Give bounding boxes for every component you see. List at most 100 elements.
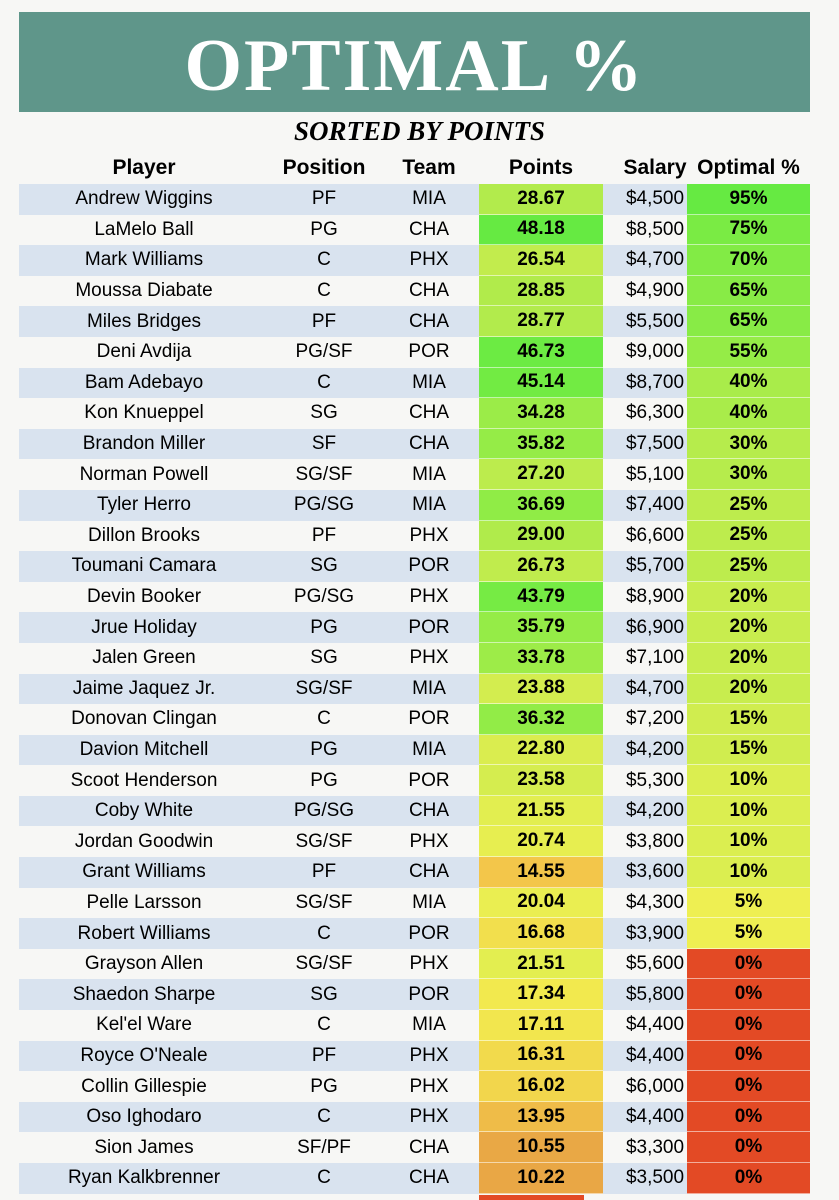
player-points: 16.31 xyxy=(479,1040,603,1072)
player-salary: $4,200 xyxy=(625,738,685,760)
player-optimal-pct: 0% xyxy=(687,1101,810,1133)
player-optimal-pct: 0% xyxy=(687,1132,810,1163)
player-optimal-pct: 65% xyxy=(687,306,810,337)
player-salary: $7,400 xyxy=(625,494,685,516)
player-name: Mark Williams xyxy=(84,249,204,271)
player-position: C xyxy=(317,922,331,944)
player-optimal-pct: 25% xyxy=(687,520,810,552)
player-name: Scoot Henderson xyxy=(70,769,218,791)
player-team: POR xyxy=(408,769,450,791)
table-row: Scoot Henderson PG POR 23.58 $5,300 10% xyxy=(19,765,810,796)
player-position: PF xyxy=(311,1044,337,1066)
player-team: PHX xyxy=(409,953,449,975)
player-points: 20.04 xyxy=(479,887,603,919)
player-position: C xyxy=(317,1167,331,1189)
player-salary: $8,500 xyxy=(625,218,685,240)
player-team: MIA xyxy=(412,677,446,699)
player-team: CHA xyxy=(408,1167,450,1189)
player-position: PG xyxy=(310,738,338,760)
player-name: Moussa Diabate xyxy=(75,280,213,302)
player-name: Robert Williams xyxy=(77,922,211,944)
player-position: SF/PF xyxy=(297,1136,351,1158)
player-optimal-pct: 20% xyxy=(687,642,810,674)
player-points: 16.02 xyxy=(479,1071,603,1102)
player-position: SG/SF xyxy=(295,830,353,852)
header-position: Position xyxy=(282,156,366,179)
player-name: Collin Gillespie xyxy=(81,1075,207,1097)
player-name: Pelle Larsson xyxy=(86,891,202,913)
page-title: OPTIMAL % xyxy=(184,24,645,107)
player-points: 21.51 xyxy=(479,948,603,980)
player-points: 26.54 xyxy=(479,245,603,276)
player-points: 23.88 xyxy=(479,673,603,705)
table-row: Jalen Green SG PHX 33.78 $7,100 20% xyxy=(19,642,810,674)
player-team: PHX xyxy=(409,647,449,669)
table-row: Brandon Miller SF CHA 35.82 $7,500 30% xyxy=(19,428,810,460)
player-team: CHA xyxy=(408,800,450,822)
player-points: 28.85 xyxy=(479,275,603,307)
table-row: Ryan Kalkbrenner C CHA 10.22 $3,500 0% xyxy=(19,1163,810,1194)
player-name: Royce O'Neale xyxy=(80,1044,208,1066)
player-optimal-pct: 0% xyxy=(687,1163,810,1194)
player-salary: $4,500 xyxy=(625,188,685,210)
table-row: Deni Avdija PG/SF POR 46.73 $9,000 55% xyxy=(19,336,810,368)
player-salary: $9,000 xyxy=(625,341,685,363)
player-salary: $6,900 xyxy=(625,616,685,638)
player-team: CHA xyxy=(408,218,450,240)
player-optimal-pct: 10% xyxy=(687,795,810,827)
player-salary: $4,300 xyxy=(625,891,685,913)
player-team: CHA xyxy=(408,1136,450,1158)
player-optimal-pct: 0% xyxy=(687,979,810,1011)
player-team: PHX xyxy=(409,1044,449,1066)
player-name: Grant Williams xyxy=(82,861,206,883)
table-row: Jordan Goodwin SG/SF PHX 20.74 $3,800 10% xyxy=(19,826,810,858)
player-salary: $8,900 xyxy=(625,586,685,608)
header-salary: Salary xyxy=(623,156,687,179)
player-team: POR xyxy=(408,922,450,944)
player-position: PG/SG xyxy=(293,586,355,608)
player-optimal-pct: 5% xyxy=(687,887,810,919)
player-name: Oso Ighodaro xyxy=(86,1106,202,1128)
player-position: PF xyxy=(311,861,337,883)
player-points: 22.80 xyxy=(479,734,603,766)
player-salary: $7,200 xyxy=(625,708,685,730)
next-row-fragment xyxy=(479,1195,584,1200)
header-points: Points xyxy=(508,156,574,179)
header-optimal: Optimal % xyxy=(697,156,800,179)
player-optimal-pct: 70% xyxy=(687,245,810,276)
player-salary: $5,500 xyxy=(625,310,685,332)
player-points: 36.32 xyxy=(479,704,603,735)
player-optimal-pct: 65% xyxy=(687,275,810,307)
player-optimal-pct: 0% xyxy=(687,948,810,980)
player-name: Norman Powell xyxy=(79,463,209,485)
player-team: POR xyxy=(408,708,450,730)
player-position: C xyxy=(317,1014,331,1036)
player-points: 23.58 xyxy=(479,765,603,796)
player-optimal-pct: 20% xyxy=(687,581,810,613)
player-position: SG xyxy=(310,555,338,577)
player-name: Grayson Allen xyxy=(84,953,204,975)
table-row: Pelle Larsson SG/SF MIA 20.04 $4,300 5% xyxy=(19,887,810,919)
player-name: LaMelo Ball xyxy=(94,218,194,240)
player-optimal-pct: 25% xyxy=(687,489,810,521)
player-position: PF xyxy=(311,524,337,546)
player-team: PHX xyxy=(409,1106,449,1128)
player-name: Deni Avdija xyxy=(96,341,192,363)
player-team: MIA xyxy=(412,371,446,393)
player-salary: $4,900 xyxy=(625,280,685,302)
player-optimal-pct: 30% xyxy=(687,428,810,460)
player-optimal-pct: 40% xyxy=(687,367,810,399)
player-salary: $3,600 xyxy=(625,861,685,883)
player-team: PHX xyxy=(409,586,449,608)
table-row: Coby White PG/SG CHA 21.55 $4,200 10% xyxy=(19,795,810,827)
table-row: Jrue Holiday PG POR 35.79 $6,900 20% xyxy=(19,612,810,643)
player-salary: $7,100 xyxy=(625,647,685,669)
player-name: Coby White xyxy=(94,800,194,822)
player-name: Dillon Brooks xyxy=(88,524,200,546)
player-team: CHA xyxy=(408,861,450,883)
player-name: Kel'el Ware xyxy=(96,1014,192,1036)
player-points: 48.18 xyxy=(479,214,603,246)
player-optimal-pct: 95% xyxy=(687,184,810,215)
player-optimal-pct: 75% xyxy=(687,214,810,246)
player-points: 10.22 xyxy=(479,1163,603,1194)
